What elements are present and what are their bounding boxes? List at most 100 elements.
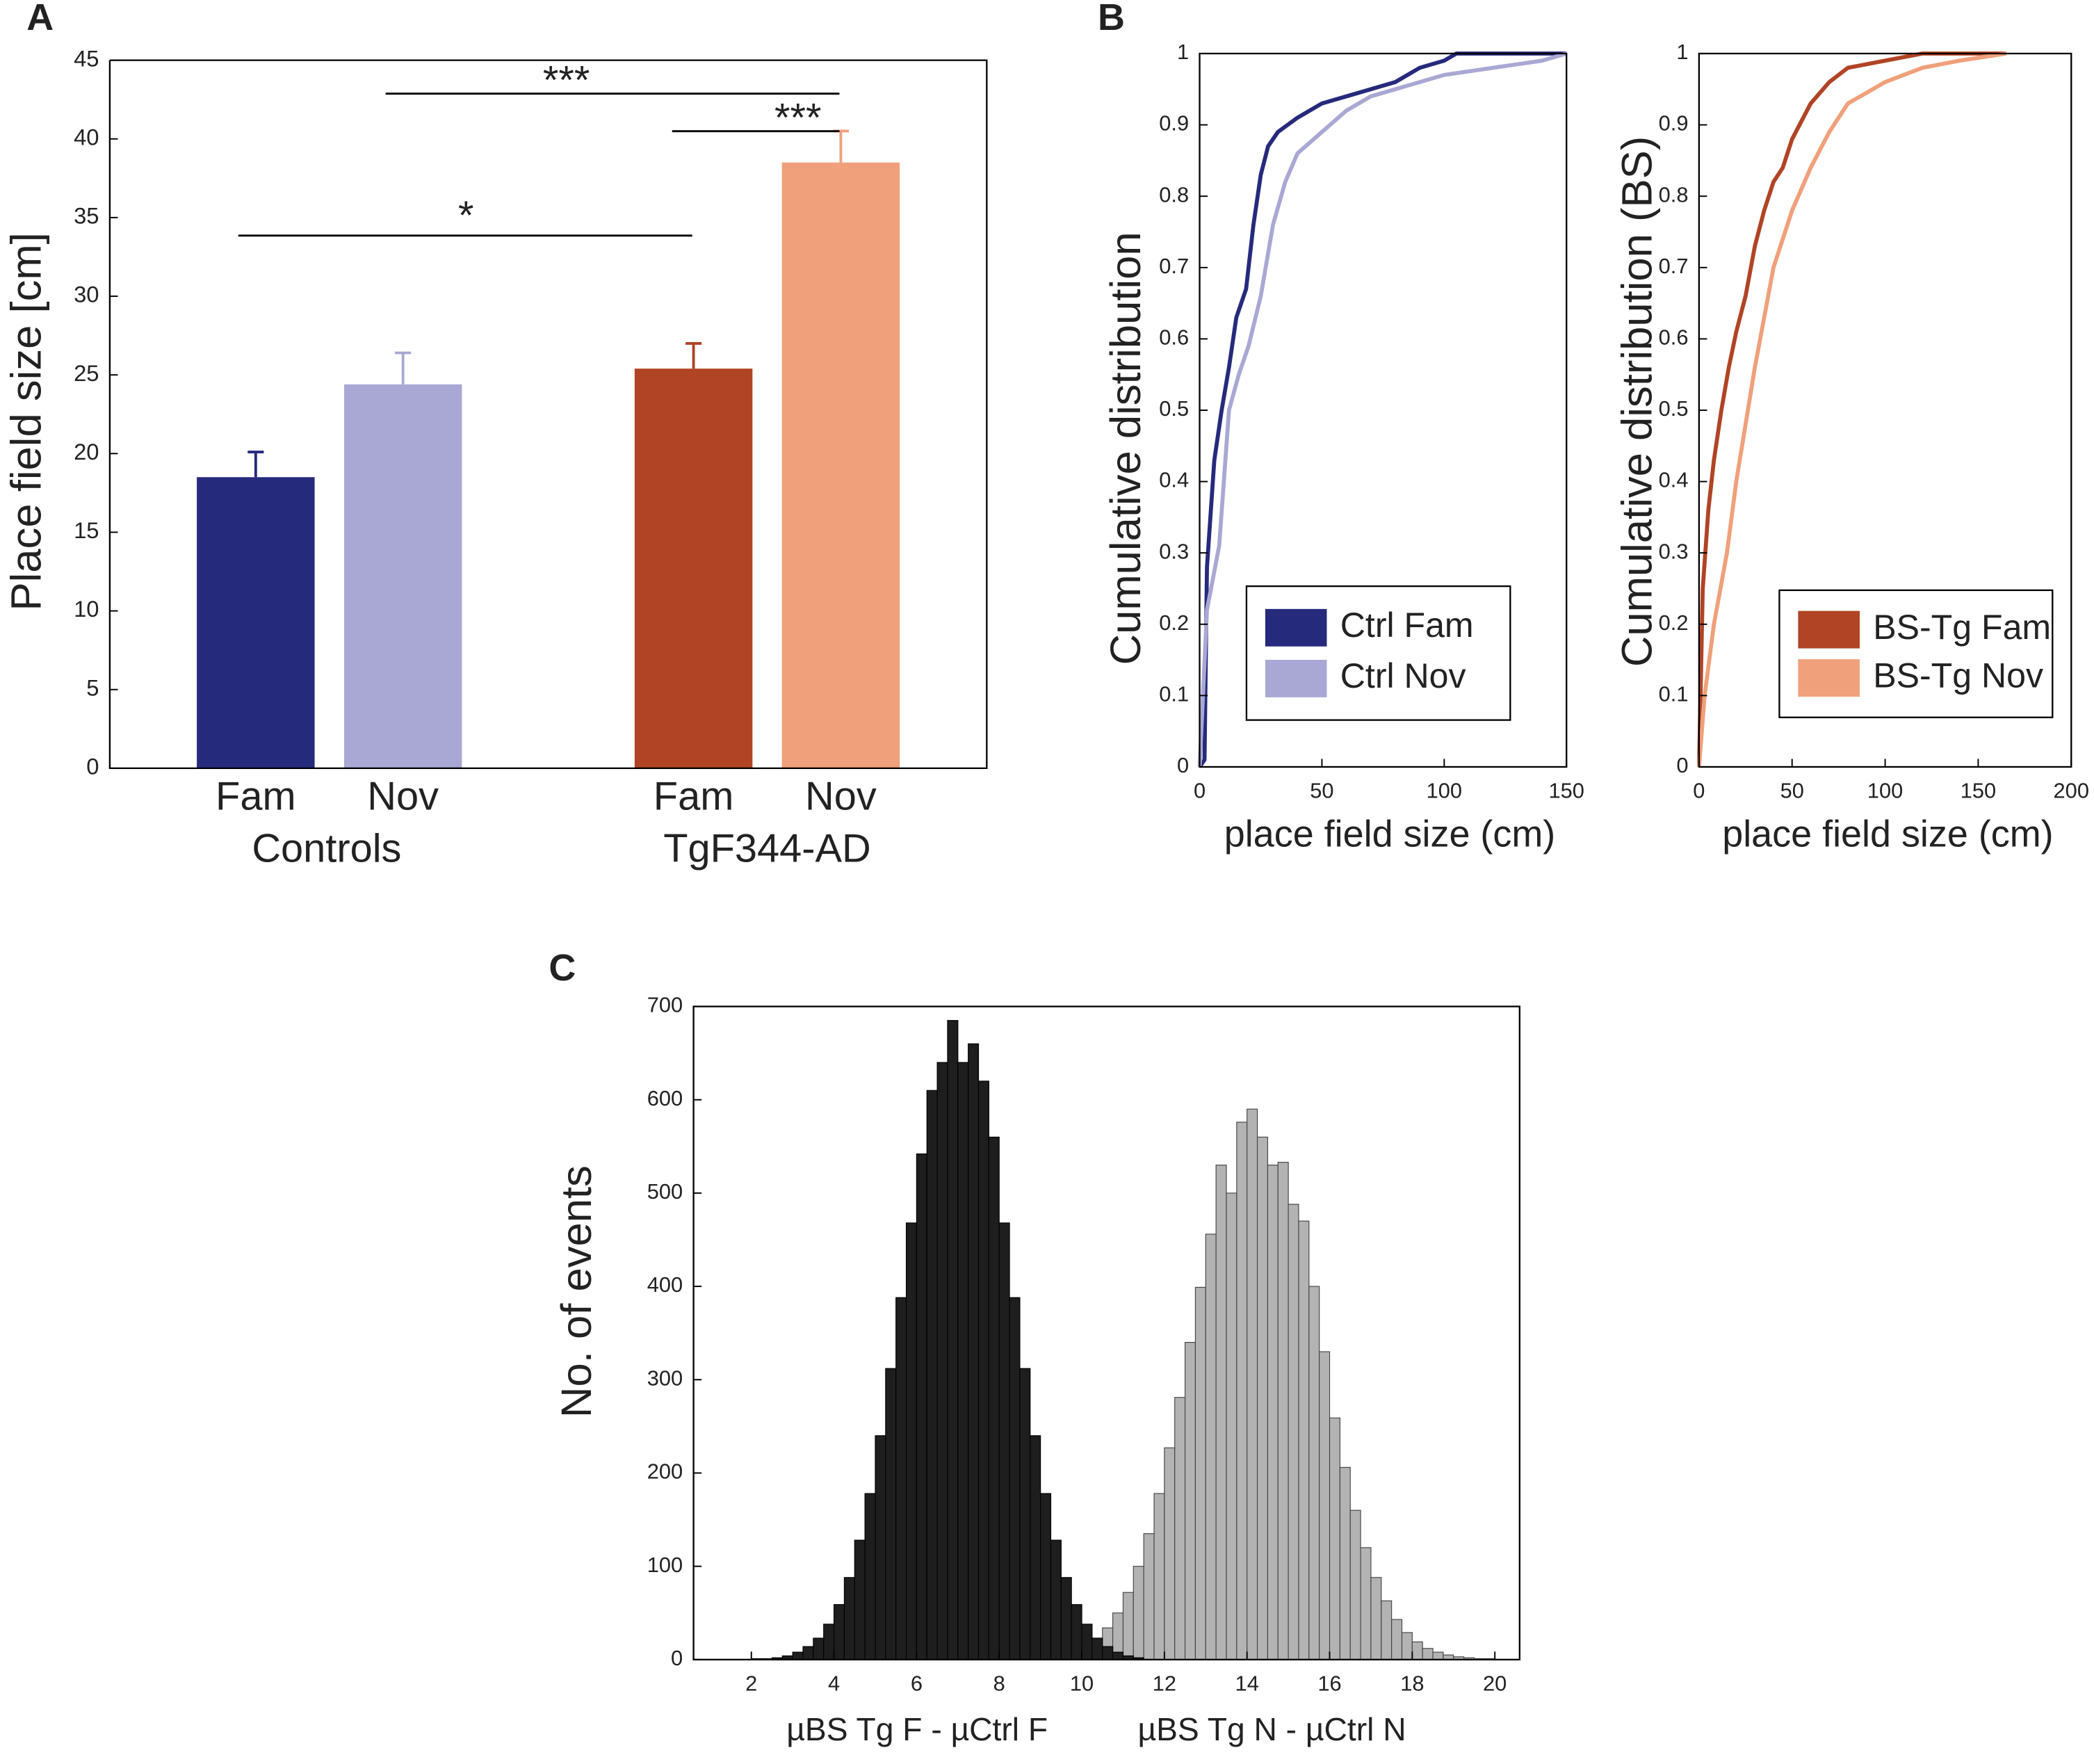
histogram-bar bbox=[1102, 1646, 1114, 1660]
histogram-bar bbox=[1391, 1619, 1403, 1660]
x-tick-label: 10 bbox=[1070, 1672, 1094, 1696]
histogram-bar bbox=[998, 1222, 1010, 1660]
histogram-bar bbox=[916, 1153, 927, 1660]
y-tick-label: 0 bbox=[1676, 753, 1688, 777]
histogram-bar bbox=[1432, 1651, 1444, 1660]
x-tick-label: Nov bbox=[367, 774, 439, 818]
histogram-bar bbox=[1030, 1435, 1041, 1660]
y-tick-label: 0.1 bbox=[1159, 682, 1189, 706]
y-axis-label: Cumulative distribution (BS) bbox=[1613, 136, 1661, 667]
histogram-bar bbox=[1247, 1108, 1258, 1660]
y-tick-label: 1 bbox=[1177, 40, 1189, 64]
panel-label: B bbox=[1098, 0, 1125, 38]
x-tick-label: Nov bbox=[805, 774, 877, 818]
histogram-bar bbox=[957, 1062, 969, 1660]
x-axis-label: µBS Tg F - µCtrl F bbox=[786, 1711, 1048, 1747]
histogram-bar bbox=[1133, 1566, 1144, 1660]
histogram-bar bbox=[813, 1637, 825, 1660]
y-tick-label: 0 bbox=[671, 1646, 683, 1670]
histogram-bar bbox=[1143, 1533, 1155, 1660]
cdf-line bbox=[1197, 51, 1568, 768]
y-tick-label: 0.6 bbox=[1659, 325, 1689, 350]
x-tick-label: 200 bbox=[2054, 779, 2089, 803]
histogram-bar bbox=[1298, 1220, 1310, 1660]
histogram-bar bbox=[1329, 1417, 1340, 1660]
x-tick-label: 12 bbox=[1153, 1672, 1176, 1696]
significance-label: * bbox=[458, 193, 473, 238]
histogram-bar bbox=[926, 1090, 938, 1660]
histogram-bar bbox=[1194, 1286, 1206, 1660]
legend-label: BS-Tg Fam bbox=[1873, 608, 2051, 647]
histogram-bar bbox=[1164, 1447, 1176, 1660]
x-tick-label: 18 bbox=[1400, 1672, 1424, 1696]
y-tick-label: 300 bbox=[647, 1366, 683, 1390]
x-tick-label: 16 bbox=[1317, 1672, 1341, 1696]
bar bbox=[343, 384, 462, 768]
x-tick-label: Fam bbox=[654, 774, 734, 818]
x-tick-label: Fam bbox=[216, 774, 296, 818]
x-tick-label: 2 bbox=[745, 1672, 757, 1696]
y-tick-label: 0.8 bbox=[1659, 182, 1689, 207]
x-tick-label: 4 bbox=[828, 1672, 840, 1696]
histogram-bar bbox=[1060, 1577, 1072, 1660]
y-tick-label: 0.6 bbox=[1159, 325, 1189, 350]
significance-label: *** bbox=[543, 58, 590, 103]
y-tick-label: 600 bbox=[647, 1086, 683, 1110]
histogram-bar bbox=[1288, 1204, 1299, 1660]
histogram-bar bbox=[1401, 1632, 1413, 1660]
y-tick-label: 0.9 bbox=[1159, 111, 1189, 136]
histogram-bar bbox=[864, 1493, 876, 1660]
x-tick-label: 8 bbox=[993, 1672, 1005, 1696]
y-tick-label: 35 bbox=[74, 203, 99, 229]
legend-label: BS-Tg Nov bbox=[1873, 656, 2043, 695]
histogram-bar bbox=[792, 1651, 804, 1660]
histogram-bar bbox=[1205, 1233, 1217, 1660]
histogram-bar bbox=[875, 1435, 886, 1660]
y-axis-label: No. of events bbox=[553, 1165, 601, 1418]
bar bbox=[781, 162, 900, 768]
y-tick-label: 0.3 bbox=[1659, 539, 1689, 563]
histogram-bar bbox=[1215, 1165, 1227, 1660]
x-tick-label: 6 bbox=[911, 1672, 923, 1696]
error-bar bbox=[395, 351, 412, 385]
x-tick-label: 100 bbox=[1867, 779, 1903, 803]
legend-swatch bbox=[1798, 610, 1860, 649]
y-tick-label: 0.5 bbox=[1159, 396, 1189, 421]
histogram-bar bbox=[1349, 1510, 1361, 1660]
x-tick-label: 20 bbox=[1483, 1672, 1507, 1696]
y-tick-label: 5 bbox=[86, 674, 99, 700]
histogram-bar bbox=[1040, 1493, 1052, 1660]
y-tick-label: 0 bbox=[86, 754, 99, 779]
y-tick-label: 15 bbox=[74, 517, 99, 543]
panel-label: A bbox=[26, 0, 54, 38]
legend-swatch bbox=[1265, 608, 1327, 647]
x-tick-label: 150 bbox=[1549, 779, 1584, 803]
histogram-bar bbox=[1019, 1368, 1031, 1660]
histogram-bar bbox=[1112, 1651, 1124, 1660]
y-tick-label: 25 bbox=[74, 360, 99, 386]
y-tick-label: 20 bbox=[74, 439, 99, 464]
x-tick-label: 0 bbox=[1693, 779, 1705, 803]
y-tick-label: 0.2 bbox=[1659, 610, 1689, 635]
histogram-bar bbox=[1308, 1286, 1320, 1660]
significance-label: *** bbox=[774, 96, 821, 140]
y-tick-label: 700 bbox=[647, 993, 683, 1017]
group-label: TgF344-AD bbox=[663, 827, 871, 871]
bar bbox=[634, 369, 753, 768]
histogram-bar bbox=[977, 1081, 989, 1660]
histogram-bar bbox=[947, 1020, 959, 1660]
histogram-bar bbox=[1174, 1397, 1186, 1660]
y-tick-label: 500 bbox=[647, 1179, 683, 1204]
histogram-bar bbox=[1050, 1539, 1062, 1660]
histogram-bar bbox=[1236, 1122, 1248, 1660]
histogram-bar bbox=[1122, 1592, 1134, 1660]
plot-frame bbox=[692, 1005, 1520, 1661]
y-tick-label: 400 bbox=[647, 1272, 683, 1297]
x-tick-label: 50 bbox=[1780, 779, 1804, 803]
y-tick-label: 0 bbox=[1177, 753, 1189, 777]
y-tick-label: 45 bbox=[74, 45, 99, 71]
histogram-bar bbox=[1153, 1493, 1165, 1660]
x-tick-label: 150 bbox=[1961, 779, 1996, 803]
